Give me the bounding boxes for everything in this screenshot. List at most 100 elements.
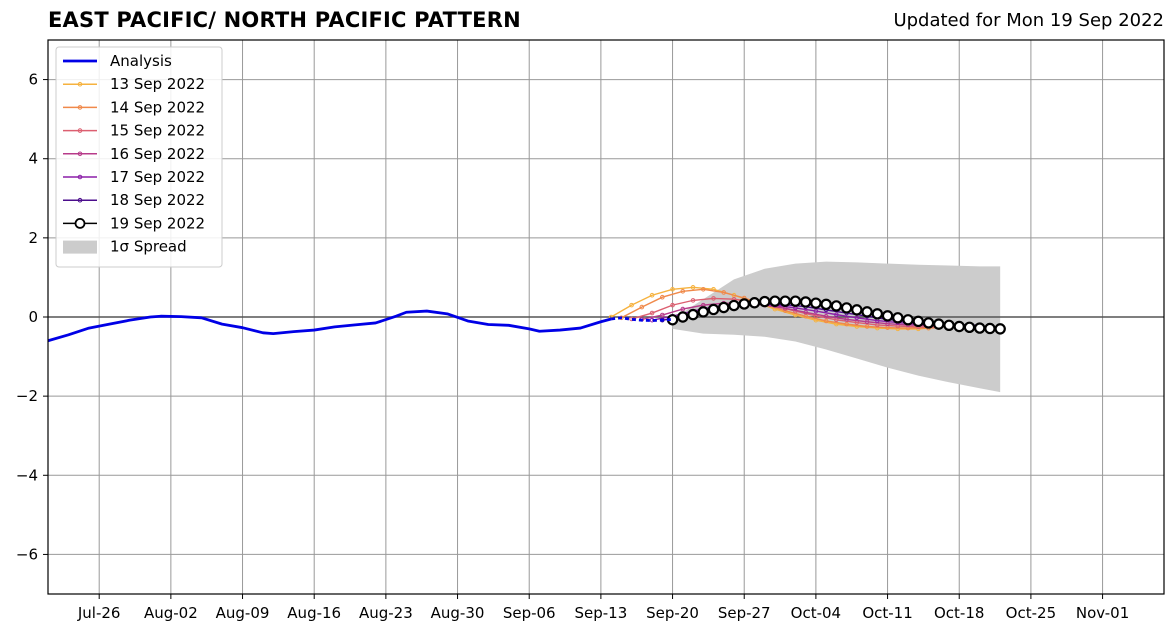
series-point <box>677 311 689 323</box>
analysis-recent-line <box>610 316 673 322</box>
series-point <box>834 312 839 317</box>
legend-item: 17 Sep 2022 <box>63 168 205 186</box>
analysis-line <box>47 309 612 343</box>
x-tick-label: Sep-20 <box>646 604 699 622</box>
x-tick-label: Aug-23 <box>359 604 413 622</box>
spread-band <box>672 261 1001 393</box>
series-point <box>933 318 945 330</box>
series-point <box>690 298 696 303</box>
series-point <box>660 312 665 318</box>
series-point <box>799 296 812 308</box>
series-point <box>861 306 873 318</box>
series-point <box>707 303 720 316</box>
series-point <box>700 287 706 292</box>
series-line <box>621 288 939 329</box>
series-point <box>687 308 699 321</box>
series-point <box>840 302 853 314</box>
series-point <box>748 297 761 309</box>
legend-item: 16 Sep 2022 <box>63 145 205 163</box>
legend-label: Analysis <box>110 52 172 70</box>
series-point <box>639 304 645 310</box>
x-tick-label: Aug-09 <box>216 604 270 622</box>
x-tick-label: Aug-30 <box>431 604 485 622</box>
x-axis: Jul-26 Aug-02 Aug-09 Aug-16 Aug-23 Aug-30 Sep-… <box>77 594 1129 622</box>
legend: Analysis 13 Sep 2022 14 Sep 2022 15 Sep 202… <box>55 46 223 268</box>
series-point <box>953 320 965 333</box>
series-point <box>779 295 791 307</box>
series-point <box>789 295 802 307</box>
series-point <box>902 314 914 326</box>
x-tick-label: Sep-13 <box>574 604 627 622</box>
series-point <box>721 290 727 295</box>
legend-label: 13 Sep 2022 <box>110 75 205 93</box>
legend-marker <box>77 197 83 203</box>
series-point <box>803 309 808 315</box>
legend-item: 18 Sep 2022 <box>63 191 205 209</box>
series-point <box>871 308 884 320</box>
legend-item: Analysis <box>63 52 172 70</box>
series-point <box>892 312 904 324</box>
series-point <box>895 326 901 332</box>
x-tick-label: Oct-04 <box>791 604 841 622</box>
legend-marker <box>77 128 83 133</box>
series-point <box>830 300 843 312</box>
legend-item: 13 Sep 2022 <box>63 75 205 93</box>
series-point <box>711 296 716 301</box>
y-tick-label: 6 <box>28 71 38 89</box>
series-19-sep-2022 <box>666 295 1006 335</box>
series-point <box>758 295 771 308</box>
series-point <box>994 323 1006 335</box>
series-point <box>881 310 894 322</box>
series-point <box>844 317 849 322</box>
series-point <box>823 313 829 319</box>
x-tick-label: Nov-01 <box>1076 604 1129 622</box>
series-point <box>813 308 819 314</box>
series-point <box>738 298 750 310</box>
series-point <box>660 294 665 300</box>
legend-item: 15 Sep 2022 <box>63 122 205 140</box>
x-tick-label: Oct-25 <box>1006 604 1056 622</box>
x-tick-label: Sep-27 <box>718 604 771 622</box>
x-tick-label: Aug-16 <box>287 604 341 622</box>
series-point <box>820 298 832 311</box>
legend-swatch <box>63 240 97 254</box>
series-point <box>844 321 849 327</box>
x-tick-label: Aug-02 <box>144 604 198 622</box>
series-point <box>810 297 822 309</box>
legend-marker <box>77 174 83 180</box>
series-point <box>697 306 709 318</box>
y-tick-label: 2 <box>28 229 38 247</box>
series-point <box>912 315 924 328</box>
series-point <box>629 302 634 308</box>
series-point <box>823 318 829 324</box>
legend-item: 1σ Spread <box>63 238 187 256</box>
series-point <box>649 310 655 316</box>
series-point <box>649 292 655 298</box>
legend-item: 14 Sep 2022 <box>63 98 205 116</box>
y-axis: 6 4 2 0 −2 −4 −6 <box>16 71 48 563</box>
chart-title: EAST PACIFIC/ NORTH PACIFIC PATTERN <box>48 8 521 32</box>
y-tick-label: 4 <box>28 150 38 168</box>
series-point <box>854 315 860 321</box>
y-tick-label: −6 <box>16 545 38 563</box>
legend-label: 19 Sep 2022 <box>110 214 205 232</box>
legend-label: 14 Sep 2022 <box>110 98 205 116</box>
series-point <box>943 319 955 332</box>
series-point <box>670 302 675 308</box>
y-tick-label: −4 <box>16 466 38 484</box>
forecast-series-group <box>608 285 1006 335</box>
series-point <box>728 299 740 312</box>
legend-marker <box>77 81 83 87</box>
series-line <box>610 286 929 330</box>
y-tick-label: 0 <box>28 308 38 326</box>
series-point <box>690 285 696 290</box>
series-line <box>631 297 950 328</box>
x-tick-label: Oct-18 <box>934 604 984 622</box>
series-point <box>864 319 870 325</box>
updated-date-label: Updated for Mon 19 Sep 2022 <box>893 10 1164 31</box>
x-tick-label: Sep-06 <box>503 604 556 622</box>
series-point <box>718 301 730 314</box>
legend-marker <box>74 217 86 229</box>
legend-label: 18 Sep 2022 <box>110 191 205 209</box>
